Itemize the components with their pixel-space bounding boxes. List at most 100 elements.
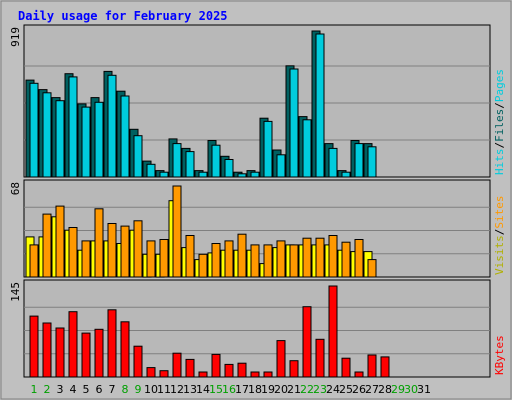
chart-title: Daily usage for February 2025: [18, 9, 228, 23]
day-label-10: 10: [144, 383, 158, 396]
bar-kbytes-day-4: [68, 311, 78, 378]
bar-kbytes-day-12: [172, 352, 182, 378]
day-label-30: 30: [404, 383, 418, 396]
bar-files-day-23: [315, 33, 325, 178]
day-label-9: 9: [135, 383, 142, 396]
day-label-7: 7: [109, 383, 116, 396]
bar-sites-day-20: [276, 240, 286, 278]
day-label-12: 12: [170, 383, 184, 396]
bar-files-day-5: [81, 106, 91, 178]
day-label-3: 3: [57, 383, 64, 396]
bar-files-day-10: [146, 163, 156, 178]
bar-files-day-13: [185, 151, 195, 178]
day-label-14: 14: [196, 383, 210, 396]
axis-label-part-bottom-0: KBytes: [493, 335, 506, 375]
bar-sites-day-13: [185, 235, 195, 278]
day-label-1: 1: [31, 383, 38, 396]
bar-kbytes-day-23: [315, 338, 325, 378]
bar-files-day-9: [133, 135, 143, 178]
bar-files-day-8: [120, 95, 130, 178]
bar-kbytes-day-13: [185, 358, 195, 378]
bar-sites-day-8: [120, 225, 130, 278]
axis-label-part-top-0: Hits: [493, 149, 506, 176]
bar-files-day-2: [42, 92, 52, 178]
bar-sites-day-22: [302, 237, 312, 278]
bar-kbytes-day-24: [328, 285, 338, 378]
bar-sites-day-10: [146, 240, 156, 278]
bar-kbytes-day-9: [133, 345, 143, 378]
bar-files-day-17: [237, 173, 247, 178]
bar-sites-day-26: [354, 239, 364, 278]
bar-files-day-14: [198, 171, 208, 178]
bar-files-day-27: [367, 146, 377, 178]
panels-layer: 919Hits/Files/Pages68Visits/Sites145KByt…: [9, 24, 506, 396]
bar-kbytes-day-6: [94, 328, 104, 378]
axis-label-part-middle-2: Sites: [493, 196, 506, 229]
bar-kbytes-day-26: [354, 371, 364, 378]
bar-kbytes-day-2: [42, 322, 52, 378]
bar-kbytes-day-28: [380, 356, 390, 378]
day-label-11: 11: [157, 383, 171, 396]
bar-kbytes-day-25: [341, 357, 351, 378]
day-label-28: 28: [378, 383, 392, 396]
bar-kbytes-day-1: [29, 315, 39, 378]
axis-label-part-top-4: Pages: [493, 69, 506, 102]
bar-kbytes-day-14: [198, 371, 208, 378]
day-label-16: 16: [222, 383, 236, 396]
panel-frame-bottom: [23, 279, 491, 378]
bar-kbytes-day-27: [367, 354, 377, 378]
bar-files-day-1: [29, 82, 39, 178]
bar-files-day-21: [289, 68, 299, 178]
day-label-25: 25: [339, 383, 353, 396]
bar-sites-day-21: [289, 244, 299, 278]
bar-files-day-11: [159, 171, 169, 178]
axis-label-top: Hits/Files/Pages: [493, 69, 506, 175]
bar-kbytes-day-22: [302, 306, 312, 378]
bar-files-day-7: [107, 74, 117, 178]
bar-kbytes-day-18: [250, 371, 260, 378]
bar-sites-day-4: [68, 227, 78, 278]
day-label-24: 24: [326, 383, 340, 396]
bar-files-day-22: [302, 119, 312, 178]
axis-label-part-middle-0: Visits: [493, 235, 506, 275]
bar-kbytes-day-15: [211, 353, 221, 378]
day-label-23: 23: [313, 383, 327, 396]
bar-sites-day-6: [94, 208, 104, 278]
bar-sites-day-16: [224, 240, 234, 278]
day-label-6: 6: [96, 383, 103, 396]
bar-files-day-25: [341, 171, 351, 178]
bar-kbytes-day-5: [81, 332, 91, 378]
day-label-5: 5: [83, 383, 90, 396]
day-label-29: 29: [391, 383, 405, 396]
bar-sites-day-2: [42, 213, 52, 278]
axis-label-bottom: KBytes: [493, 335, 506, 375]
day-label-20: 20: [274, 383, 288, 396]
bar-sites-day-25: [341, 241, 351, 278]
bar-kbytes-day-16: [224, 363, 234, 378]
day-labels: 1 2 3 4 5 6 7 8 9 10 11 12 13 14 15 16 17 18 19 20 21 22 23 24 2…: [31, 383, 432, 396]
bar-sites-day-19: [263, 244, 273, 278]
day-label-22: 22: [300, 383, 314, 396]
bar-kbytes-day-10: [146, 367, 156, 378]
day-label-21: 21: [287, 383, 301, 396]
bar-kbytes-day-21: [289, 360, 299, 378]
bar-files-day-20: [276, 154, 286, 178]
bar-sites-day-23: [315, 237, 325, 278]
day-label-17: 17: [235, 383, 249, 396]
bar-sites-day-3: [55, 205, 65, 278]
bar-files-day-26: [354, 143, 364, 178]
bar-sites-day-9: [133, 220, 143, 278]
bar-files-day-24: [328, 147, 338, 178]
bar-kbytes-day-20: [276, 340, 286, 378]
bar-files-day-19: [263, 120, 273, 178]
day-label-18: 18: [248, 383, 262, 396]
bar-sites-day-15: [211, 243, 221, 278]
bar-kbytes-day-8: [120, 321, 130, 378]
bar-sites-day-27: [367, 259, 377, 278]
bar-files-day-15: [211, 144, 221, 178]
bar-files-day-6: [94, 101, 104, 178]
day-label-27: 27: [365, 383, 379, 396]
bar-kbytes-day-11: [159, 370, 169, 378]
